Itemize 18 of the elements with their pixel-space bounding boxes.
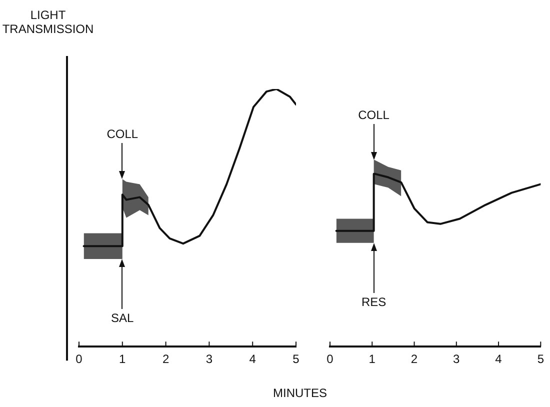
x-axis-title: MINUTES bbox=[272, 386, 328, 400]
annotation: SAL bbox=[110, 311, 135, 326]
x-tick-label: 2 bbox=[162, 352, 170, 366]
x-tick-label: 3 bbox=[206, 352, 213, 366]
x-tick-label: 0 bbox=[326, 352, 334, 366]
x-tick-label: 5 bbox=[537, 352, 544, 366]
x-tick-label: 1 bbox=[368, 352, 376, 366]
x-tick-label: 0 bbox=[76, 352, 83, 366]
x-tick-label: 4 bbox=[495, 352, 502, 366]
y-axis-title: LIGHT TRANSMISSION bbox=[2, 8, 94, 36]
x-tick-label: 2 bbox=[410, 352, 418, 366]
annotation: COLL bbox=[106, 127, 140, 142]
text: COLL bbox=[357, 108, 390, 122]
x-tick-label: 5 bbox=[292, 352, 300, 366]
x-tick-label: 1 bbox=[119, 352, 126, 366]
x-tick-label: 4 bbox=[249, 352, 256, 366]
annotation: RES bbox=[360, 294, 388, 309]
x-tick-label: 3 bbox=[453, 352, 460, 366]
